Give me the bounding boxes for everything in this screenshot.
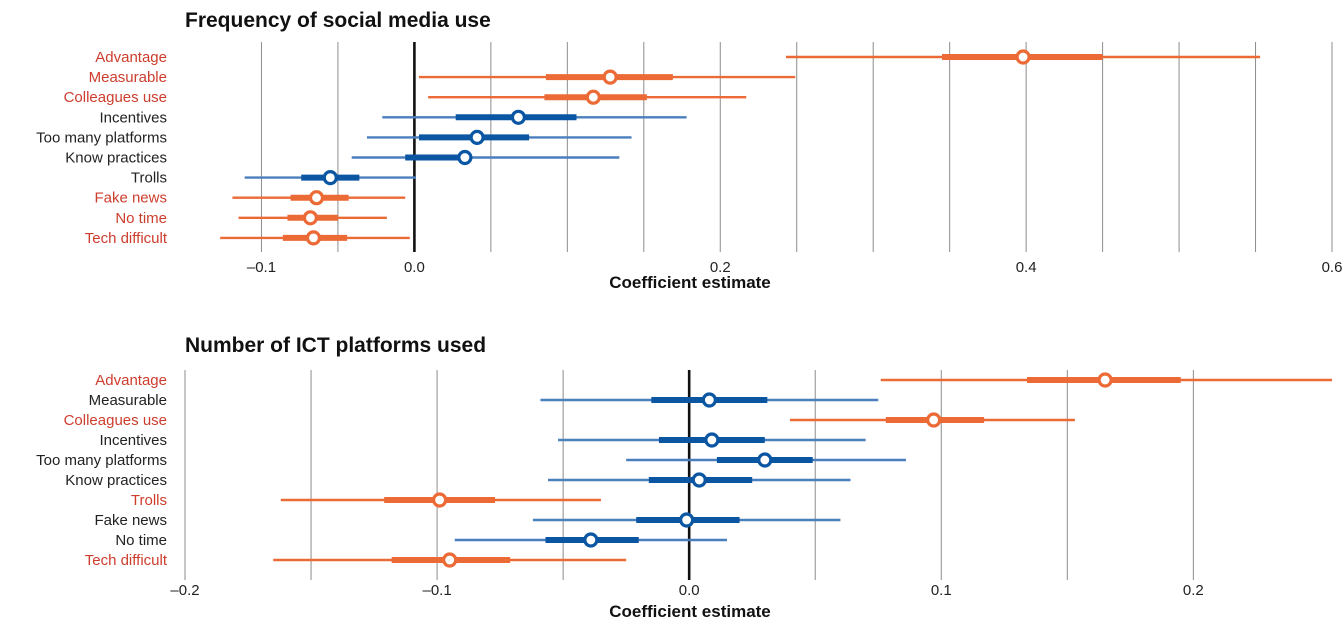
x-tick-label: –0.1	[422, 582, 451, 599]
x-tick-label: –0.2	[170, 582, 199, 599]
x-tick-label: 0.2	[1183, 582, 1204, 599]
panel-title-ict: Number of ICT platforms used	[185, 334, 486, 357]
x-axis-ticks: –0.1 0.0 0.2 0.4 0.6	[247, 259, 1342, 276]
point-estimate	[701, 392, 717, 408]
point-estimate	[757, 452, 773, 468]
coefficient-row: No time	[115, 210, 387, 227]
coefficient-row: Incentives	[99, 109, 687, 126]
point-estimate	[432, 492, 448, 508]
point-estimate	[1097, 372, 1113, 388]
x-tick-label: 0.4	[1016, 259, 1037, 276]
x-axis-title-frequency: Coefficient estimate	[609, 273, 771, 292]
panel-title-frequency: Frequency of social media use	[185, 9, 491, 32]
point-estimate	[442, 552, 458, 568]
coefficient-row: Fake news	[94, 512, 841, 529]
row-label: Advantage	[95, 49, 167, 66]
row-label: Too many platforms	[36, 129, 167, 146]
row-label: Fake news	[94, 190, 167, 207]
x-tick-label: 0.0	[679, 582, 700, 599]
row-label: Measurable	[89, 392, 167, 409]
point-estimate	[308, 190, 325, 206]
row-label: Colleagues use	[64, 89, 167, 106]
row-label: Incentives	[99, 109, 167, 126]
point-estimate	[704, 432, 720, 448]
panel-ict-platforms: Number of ICT platforms used Coefficient…	[36, 334, 1332, 621]
row-label: Advantage	[95, 372, 167, 389]
point-estimate	[302, 210, 319, 226]
coefficient-row: Measurable	[89, 392, 879, 409]
panel-frequency-social-media: Frequency of social media use Coefficien…	[36, 9, 1342, 292]
x-tick-label: 0.1	[931, 582, 952, 599]
point-estimate	[585, 89, 601, 105]
row-label: Colleagues use	[64, 412, 167, 429]
point-estimate	[469, 129, 485, 145]
gridlines	[260, 42, 1333, 252]
coefficient-row: Too many platforms	[36, 452, 906, 469]
x-axis-title-ict: Coefficient estimate	[609, 602, 771, 621]
gridlines	[184, 370, 1194, 580]
x-axis-ticks: –0.2 –0.1 0.0 0.1 0.2	[170, 582, 1203, 599]
coefficient-row: Too many platforms	[36, 129, 632, 146]
row-label: Trolls	[131, 170, 167, 187]
row-label: Know practices	[65, 150, 167, 167]
row-label: Incentives	[99, 432, 167, 449]
coefficient-row: Tech difficult	[85, 552, 627, 569]
x-tick-label: 0.6	[1322, 259, 1342, 276]
point-estimate	[926, 412, 942, 428]
coefficient-row: Trolls	[131, 170, 416, 187]
point-estimate	[583, 532, 599, 548]
row-label: No time	[115, 532, 167, 549]
row-label: Tech difficult	[85, 552, 168, 569]
coefficient-row: Tech difficult	[85, 230, 410, 247]
row-label: Measurable	[89, 69, 167, 86]
coefficient-row: Advantage	[95, 49, 1261, 66]
x-tick-label: 0.2	[710, 259, 731, 276]
coefficient-row: Incentives	[99, 432, 866, 449]
point-estimate	[602, 69, 618, 85]
point-estimate	[322, 170, 338, 186]
row-label: Too many platforms	[36, 452, 167, 469]
coefficient-row: Know practices	[65, 149, 620, 167]
row-label: No time	[115, 210, 167, 227]
point-estimate	[679, 512, 695, 528]
point-estimate	[691, 472, 707, 488]
row-label: Know practices	[65, 472, 167, 489]
coefficient-row: Colleagues use	[64, 412, 1075, 429]
point-estimate	[457, 149, 473, 166]
coefficient-row: Colleagues use	[64, 89, 747, 106]
coefficient-row: Fake news	[94, 190, 406, 207]
x-tick-label: –0.1	[247, 259, 276, 276]
coefficient-row: Trolls	[131, 492, 601, 509]
point-estimate	[305, 230, 322, 246]
row-label: Trolls	[131, 492, 167, 509]
row-label: Fake news	[94, 512, 167, 529]
point-estimate	[1015, 49, 1031, 65]
x-tick-label: 0.0	[404, 259, 425, 276]
coefficient-row: Know practices	[65, 472, 851, 489]
coefficient-row: No time	[115, 532, 727, 549]
point-estimate	[510, 109, 526, 125]
coefficient-row: Advantage	[95, 372, 1332, 389]
coefficient-row: Measurable	[89, 69, 796, 86]
row-label: Tech difficult	[85, 230, 168, 247]
